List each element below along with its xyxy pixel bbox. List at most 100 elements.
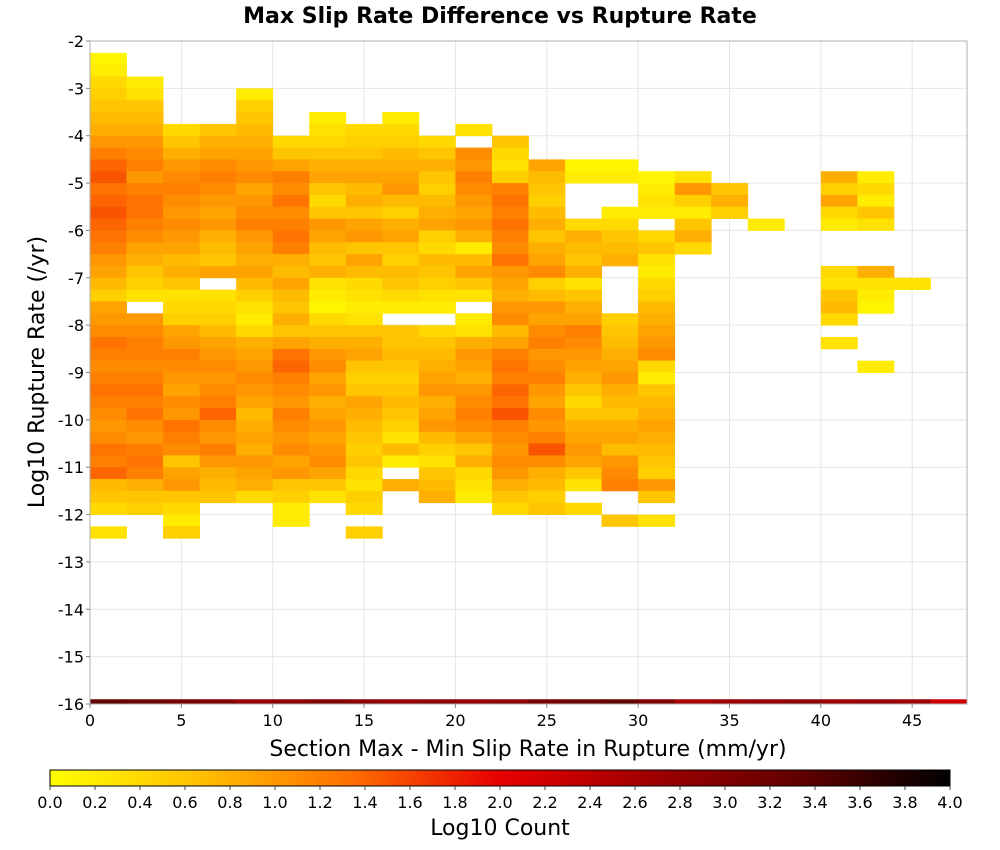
heatmap-cell	[711, 194, 749, 208]
colorbar-tick-label: 2.8	[667, 793, 692, 812]
heatmap-cell	[309, 490, 347, 504]
heatmap-cell	[272, 313, 310, 326]
heatmap-cell	[601, 479, 639, 492]
heatmap-cell	[90, 230, 127, 243]
heatmap-cell	[345, 123, 383, 137]
heatmap-cell	[90, 135, 127, 148]
heatmap-cell	[345, 147, 383, 160]
heatmap-cell	[90, 76, 127, 89]
heatmap-cell	[455, 147, 493, 160]
heatmap-cell	[491, 360, 529, 373]
heatmap-cell-bottom	[309, 699, 347, 704]
heatmap-cell	[820, 218, 858, 231]
heatmap-cell	[528, 277, 566, 291]
heatmap-cell	[491, 396, 529, 409]
heatmap-cell	[565, 360, 602, 373]
heatmap-cell	[528, 419, 566, 433]
heatmap-cell	[418, 419, 456, 433]
heatmap-cell	[126, 218, 164, 231]
heatmap-cell	[491, 313, 529, 326]
heatmap-cell-bottom	[455, 699, 493, 704]
heatmap-cell	[163, 325, 201, 338]
heatmap-cell	[455, 313, 493, 326]
heatmap-cell	[90, 242, 127, 255]
heatmap-cell	[455, 408, 493, 421]
heatmap-cell	[90, 277, 127, 291]
heatmap-cell	[236, 147, 274, 160]
heatmap-cell	[491, 443, 529, 456]
heatmap-cell	[638, 336, 676, 350]
heatmap-cell	[199, 242, 237, 255]
heatmap-cell	[455, 479, 493, 492]
heatmap-cell	[382, 384, 420, 397]
heatmap-cell	[418, 372, 456, 385]
heatmap-cell	[455, 277, 493, 291]
heatmap-cell	[382, 443, 420, 456]
chart-title: Max Slip Rate Difference vs Rupture Rate	[243, 4, 757, 29]
heatmap-cell	[455, 265, 493, 279]
heatmap-cell	[528, 183, 566, 196]
heatmap-cell	[163, 301, 201, 314]
heatmap-cell	[272, 502, 310, 515]
heatmap-cell	[455, 396, 493, 409]
heatmap-cell	[236, 218, 274, 231]
heatmap-cell	[345, 206, 383, 219]
heatmap-cell	[565, 479, 602, 492]
heatmap-cell-bottom	[199, 699, 237, 704]
heatmap-cell	[90, 123, 127, 137]
heatmap-cell	[565, 336, 602, 350]
heatmap-cell	[309, 408, 347, 421]
heatmap-cell	[163, 206, 201, 219]
heatmap-cell	[638, 408, 676, 421]
heatmap-cell	[126, 396, 164, 409]
heatmap-cell	[309, 372, 347, 385]
heatmap-cell	[857, 218, 895, 231]
x-tick-label: 35	[719, 711, 739, 730]
heatmap-cell	[126, 242, 164, 255]
heatmap-cell-bottom	[382, 699, 420, 704]
x-tick-label: 30	[628, 711, 648, 730]
heatmap-cell	[90, 194, 127, 208]
heatmap-cell	[455, 443, 493, 456]
heatmap-cell	[820, 171, 858, 184]
heatmap-cell	[345, 242, 383, 255]
heatmap-cell	[236, 419, 274, 433]
colorbar-tick-label: 1.8	[442, 793, 467, 812]
heatmap-cell	[126, 336, 164, 350]
heatmap-cell	[565, 408, 602, 421]
colorbar-tick-label: 0.6	[172, 793, 197, 812]
heatmap-cell	[309, 360, 347, 373]
heatmap-cell	[418, 443, 456, 456]
heatmap-cell	[711, 206, 749, 219]
heatmap-cell	[163, 502, 201, 515]
heatmap-cell	[820, 206, 858, 219]
heatmap-cell	[236, 348, 274, 362]
heatmap-cell	[601, 171, 639, 184]
heatmap-cell	[857, 183, 895, 196]
heatmap-cell	[309, 419, 347, 433]
heatmap-cell	[199, 135, 237, 148]
heatmap-cell	[272, 336, 310, 350]
heatmap-cell	[491, 218, 529, 231]
heatmap-cell	[345, 419, 383, 433]
heatmap-cell	[199, 194, 237, 208]
heatmap-cell	[638, 431, 676, 444]
heatmap-cell	[236, 254, 274, 267]
heatmap-cell	[309, 147, 347, 160]
heatmap-cell	[565, 230, 602, 243]
heatmap-cell	[345, 301, 383, 314]
heatmap-cell	[199, 147, 237, 160]
heatmap-cell	[272, 183, 310, 196]
heatmap-cell	[455, 242, 493, 255]
heatmap-cell	[126, 372, 164, 385]
colorbar-tick-label: 3.4	[802, 793, 827, 812]
heatmap-cell	[309, 455, 347, 468]
heatmap-cell	[272, 171, 310, 184]
heatmap-cell-bottom	[930, 699, 968, 704]
heatmap-cell	[345, 289, 383, 302]
heatmap-cell	[126, 76, 164, 89]
heatmap-cell	[126, 112, 164, 125]
heatmap-cell	[199, 490, 237, 504]
heatmap-cell	[455, 206, 493, 219]
heatmap-cell	[272, 490, 310, 504]
